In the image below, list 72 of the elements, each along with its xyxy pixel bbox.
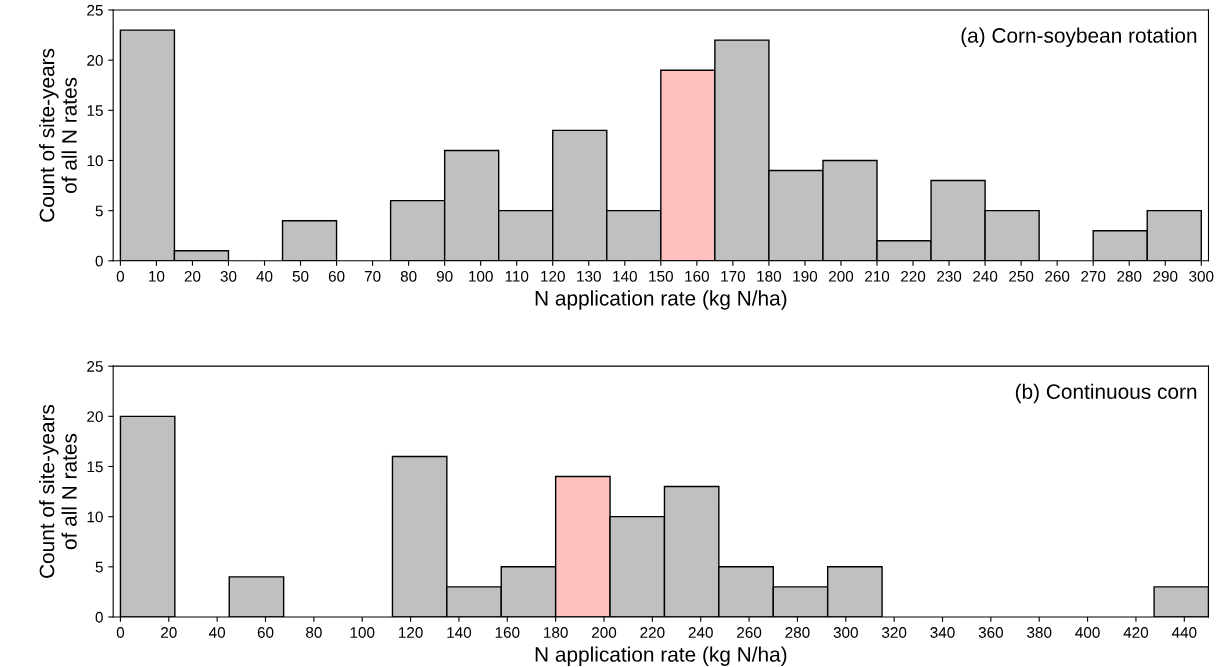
x-tick-label: 320 <box>882 627 907 638</box>
x-tick-label: 30 <box>220 270 237 282</box>
x-tick-label: 250 <box>1009 270 1034 282</box>
x-tick-label: 40 <box>209 627 226 638</box>
y-axis-title: Count of site-years of all N rates <box>39 404 77 578</box>
x-tick-label: 150 <box>649 270 673 282</box>
annotation: (a) Corn-soybean rotation <box>961 27 1197 47</box>
x-tick-label: 100 <box>350 627 375 638</box>
y-tick-label: 0 <box>95 255 103 267</box>
x-tick-label: 440 <box>1171 627 1197 638</box>
x-tick-label: 220 <box>901 270 926 282</box>
x-tick-label: 380 <box>1027 627 1052 638</box>
x-tick-label: 40 <box>256 270 273 282</box>
x-tick-label: 190 <box>793 270 818 282</box>
x-tick-label: 130 <box>577 270 601 282</box>
x-tick-label: 120 <box>541 270 565 282</box>
y-tick-label: 20 <box>87 55 103 66</box>
x-tick-label: 420 <box>1123 627 1149 638</box>
x-tick-label: 260 <box>1045 270 1070 282</box>
x-tick-label: 10 <box>149 270 165 282</box>
x-tick-label: 0 <box>116 270 125 282</box>
annotation: (b) Continuous corn <box>1015 383 1197 404</box>
x-tick-label: 230 <box>937 270 962 282</box>
x-tick-label: 290 <box>1153 270 1178 282</box>
x-tick-label: 20 <box>184 270 201 282</box>
y-tick-label: 25 <box>87 361 103 372</box>
x-tick-label: 360 <box>978 627 1004 638</box>
x-tick-label: 220 <box>640 627 665 638</box>
x-tick-label: 300 <box>1189 270 1214 282</box>
y-axis-title: Count of site-years of all N rates <box>39 48 77 222</box>
y-tick-label: 10 <box>87 155 103 167</box>
x-tick-label: 180 <box>544 627 568 638</box>
x-tick-label: 20 <box>161 627 177 638</box>
x-tick-label: 240 <box>688 627 713 638</box>
x-tick-label: 100 <box>469 270 493 282</box>
x-tick-label: 110 <box>505 270 529 282</box>
x-tick-label: 50 <box>292 270 309 282</box>
x-tick-label: 160 <box>495 627 520 638</box>
x-tick-label: 200 <box>592 627 617 638</box>
y-tick-label: 20 <box>87 411 103 423</box>
y-tick-label: 15 <box>87 105 103 117</box>
x-tick-label: 280 <box>1117 270 1142 282</box>
x-tick-label: 60 <box>328 270 345 282</box>
y-tick-label: 10 <box>87 511 103 523</box>
x-tick-label: 120 <box>399 627 423 638</box>
x-tick-label: 60 <box>257 627 274 638</box>
x-tick-label: 0 <box>116 627 125 638</box>
y-tick-label: 25 <box>87 4 103 16</box>
x-tick-label: 140 <box>613 270 637 282</box>
x-tick-label: 80 <box>306 627 322 638</box>
x-tick-label: 340 <box>930 627 955 638</box>
x-tick-label: 280 <box>785 627 810 638</box>
x-tick-label: 240 <box>973 270 998 282</box>
x-tick-label: 260 <box>737 627 762 638</box>
x-tick-label: 70 <box>364 270 381 282</box>
x-axis-title: N application rate (kg N/ha) <box>535 646 787 666</box>
x-tick-label: 90 <box>436 270 453 282</box>
x-axis-title: N application rate (kg N/ha) <box>535 290 787 310</box>
x-tick-label: 140 <box>447 627 472 638</box>
y-tick-label: 5 <box>95 561 103 573</box>
x-tick-label: 400 <box>1075 627 1100 638</box>
x-tick-label: 180 <box>757 270 782 282</box>
x-tick-label: 210 <box>865 270 890 282</box>
x-tick-label: 160 <box>685 270 710 282</box>
y-tick-label: 0 <box>95 611 103 623</box>
x-tick-label: 300 <box>833 627 858 638</box>
y-tick-label: 5 <box>95 205 103 217</box>
x-tick-label: 80 <box>400 270 417 282</box>
x-tick-label: 200 <box>829 270 854 282</box>
x-tick-label: 170 <box>721 270 746 282</box>
x-tick-label: 270 <box>1081 270 1106 282</box>
y-tick-label: 15 <box>87 461 103 473</box>
